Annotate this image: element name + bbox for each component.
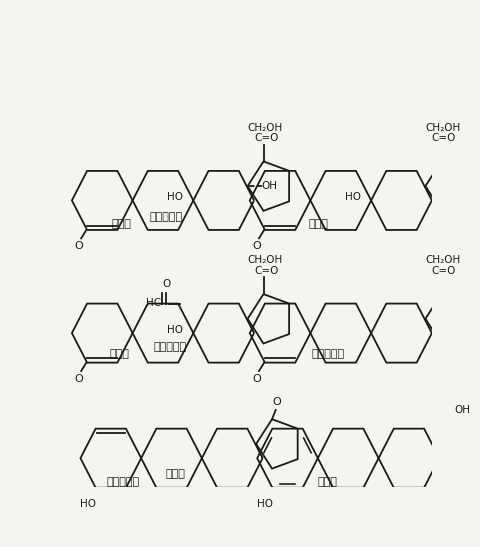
Text: O: O <box>74 374 83 383</box>
Text: O: O <box>162 280 170 289</box>
Text: CH₂OH: CH₂OH <box>425 255 461 265</box>
Text: HO: HO <box>167 325 183 335</box>
Text: 脱氧皮质酮: 脱氧皮质酮 <box>311 349 345 359</box>
Text: 性激素: 性激素 <box>166 469 185 479</box>
Text: C=O: C=O <box>254 265 278 276</box>
Text: 糖皮质激素: 糖皮质激素 <box>149 212 182 222</box>
Text: OH: OH <box>454 405 470 415</box>
Text: 雌二醇: 雌二醇 <box>318 477 338 487</box>
Text: HO: HO <box>80 499 96 509</box>
Text: O: O <box>252 241 261 251</box>
Text: CH₂OH: CH₂OH <box>248 123 283 133</box>
Text: C=O: C=O <box>432 265 456 276</box>
Text: HC: HC <box>146 298 161 308</box>
Text: C=O: C=O <box>432 133 456 143</box>
Text: O: O <box>273 397 282 406</box>
Text: HO: HO <box>167 192 183 202</box>
Text: 皮质醇: 皮质醇 <box>111 219 132 229</box>
Text: OH: OH <box>261 181 277 191</box>
Text: 盐皮质激素: 盐皮质激素 <box>153 341 186 352</box>
Text: HO: HO <box>345 192 361 202</box>
Text: HO: HO <box>257 499 273 509</box>
Text: O: O <box>252 374 261 383</box>
Text: CH₂OH: CH₂OH <box>248 255 283 265</box>
Text: 脱氢异雄酮: 脱氢异雄酮 <box>107 477 140 487</box>
Text: O: O <box>74 241 83 251</box>
Text: 皮质酮: 皮质酮 <box>309 219 328 229</box>
Text: 醛固酮: 醛固酮 <box>109 349 130 359</box>
Text: CH₂OH: CH₂OH <box>425 123 461 133</box>
Text: C=O: C=O <box>254 133 278 143</box>
